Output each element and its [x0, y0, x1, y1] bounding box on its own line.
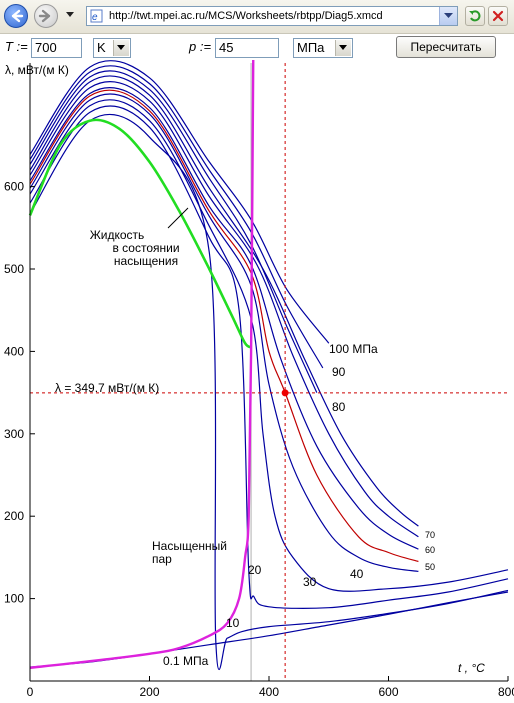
x-axis-title: t , °C — [458, 661, 485, 675]
liquid-annotation-line3: насыщения — [114, 254, 178, 268]
chevron-down-icon — [117, 45, 125, 50]
pressure-unit-value: МПа — [297, 40, 325, 55]
series-line-100-мпа — [29, 60, 330, 344]
series-label-60: 60 — [425, 545, 435, 555]
tick-layer: 0 200 400 600 800 100 200 300 400 500 600 — [4, 180, 514, 699]
result-label: λ = 349.7 мВт/(м К) — [55, 381, 159, 395]
x-tick-label: 200 — [139, 685, 159, 699]
close-icon — [492, 10, 504, 22]
series-label-50: 50 — [425, 562, 435, 572]
series-line-90 — [29, 65, 324, 369]
y-axis-title: λ, мВт/(м К) — [5, 63, 69, 77]
refresh-icon — [469, 10, 481, 22]
x-tick-label: 600 — [378, 685, 398, 699]
vapor-annotation-line2: пар — [152, 552, 172, 566]
series-line-60 — [29, 81, 419, 538]
url-text[interactable]: http://twt.mpei.ac.ru/MCS/Worksheets/rbt… — [109, 10, 383, 22]
forward-button[interactable] — [34, 4, 58, 28]
browser-toolbar: e http://twt.mpei.ac.ru/MCS/Worksheets/r… — [0, 0, 514, 34]
arrow-right-icon — [38, 9, 51, 23]
series-label-40: 40 — [350, 567, 364, 581]
temperature-unit-select[interactable]: K — [93, 38, 131, 58]
axes — [29, 63, 508, 682]
series-line-40 — [29, 93, 419, 572]
temperature-input[interactable]: 700 — [31, 38, 82, 58]
series-label-10: 10 — [226, 616, 240, 630]
p-label: p := — [189, 39, 212, 54]
history-dropdown-icon[interactable] — [65, 10, 75, 20]
thermal-conductivity-chart: 0 200 400 600 800 100 200 300 400 500 600 λ, мВт/(… — [4, 60, 514, 699]
recalculate-button[interactable]: Пересчитать — [396, 36, 496, 58]
x-tick-label: 0 — [27, 685, 34, 699]
y-tick-label: 600 — [4, 180, 24, 194]
url-dropdown-button[interactable] — [439, 7, 457, 25]
series-label-70: 70 — [425, 530, 435, 540]
series-line-насыщенный-пар — [29, 60, 255, 669]
series-line-20 — [29, 105, 509, 609]
pressure-input[interactable]: 45 — [215, 38, 279, 58]
series-label-90: 90 — [332, 365, 346, 379]
result-marker — [281, 389, 289, 397]
series-line-45 — [29, 89, 419, 563]
address-bar[interactable]: e http://twt.mpei.ac.ru/MCS/Worksheets/r… — [86, 6, 458, 26]
series-label-100-мпа: 100 МПа — [329, 342, 378, 356]
series-line-80 — [29, 70, 318, 393]
series-layer — [28, 60, 509, 681]
series-line-30 — [29, 99, 509, 592]
series-line-0-1-мпа — [29, 591, 509, 668]
series-line-жидкость-в-состоянии-насыщения — [28, 118, 252, 349]
chevron-down-icon — [339, 45, 347, 50]
series-label-0-1-мпа: 0.1 МПа — [163, 654, 209, 668]
page-icon: e — [90, 9, 103, 23]
chevron-down-icon — [444, 13, 453, 18]
stop-button[interactable] — [488, 6, 508, 26]
liquid-annotation-line2: в состоянии — [112, 241, 179, 255]
back-button[interactable] — [4, 4, 28, 28]
arrow-left-icon — [11, 9, 24, 23]
pressure-unit-select[interactable]: МПа — [293, 38, 353, 58]
series-label-80: 80 — [332, 400, 346, 414]
series-label-layer: 100 МПа 90 80 70 60 50 40 30 20 10 0.1 МПа — [163, 342, 435, 668]
liquid-annotation-line1: Жидкость — [90, 228, 145, 242]
y-tick-label: 400 — [4, 344, 24, 358]
y-tick-label: 500 — [4, 262, 24, 276]
series-label-20: 20 — [248, 563, 262, 577]
y-tick-label: 100 — [4, 592, 24, 606]
refresh-button[interactable] — [465, 6, 485, 26]
series-line-10 — [29, 113, 509, 671]
select-arrow[interactable] — [335, 40, 351, 56]
liquid-annotation-pointer — [167, 207, 189, 229]
series-line-70 — [29, 75, 419, 527]
y-tick-label: 300 — [4, 427, 24, 441]
x-tick-label: 800 — [498, 685, 514, 699]
vapor-annotation-line1: Насыщенный — [152, 539, 227, 553]
svg-text:e: e — [92, 12, 98, 23]
select-arrow[interactable] — [113, 40, 129, 56]
x-tick-label: 400 — [259, 685, 279, 699]
temperature-unit-value: K — [97, 40, 106, 55]
y-tick-label: 200 — [4, 509, 24, 523]
t-label: T := — [5, 39, 28, 54]
series-label-30: 30 — [303, 575, 317, 589]
series-line-50 — [29, 86, 419, 550]
